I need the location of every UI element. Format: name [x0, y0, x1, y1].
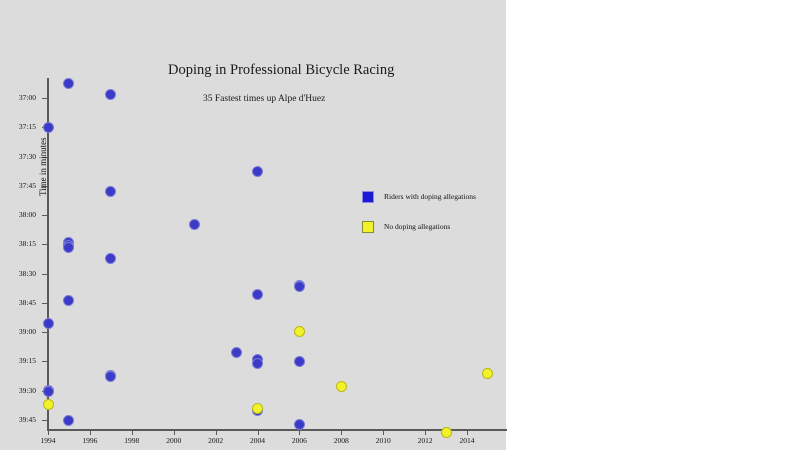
y-tick-mark: [42, 361, 48, 363]
legend-label-clean: No doping allegations: [384, 222, 451, 231]
x-tick-mark: [215, 430, 217, 435]
legend-swatch-doping-icon: [362, 191, 374, 203]
x-tick-mark: [383, 430, 385, 435]
y-tick-label: 39:30: [18, 385, 36, 395]
y-tick-mark: [42, 98, 48, 99]
data-point: [105, 371, 117, 383]
x-tick-mark: [467, 430, 468, 435]
data-point: [440, 427, 452, 439]
data-point: [63, 414, 75, 426]
data-point: [42, 121, 54, 133]
y-tick-label: 37:15: [18, 122, 36, 132]
x-tick-mark: [299, 430, 301, 435]
data-point: [293, 281, 305, 293]
y-axis-title: Time in minutes: [38, 137, 48, 196]
y-tick-mark: [42, 185, 48, 187]
y-tick-label: 38:30: [18, 268, 36, 278]
x-tick-label: 2014: [459, 436, 475, 445]
data-point: [42, 399, 54, 411]
data-point: [335, 380, 347, 392]
legend-label-doping: Riders with doping allegations: [384, 192, 476, 201]
data-point: [252, 166, 263, 178]
y-tick-label: 39:00: [18, 327, 36, 337]
x-tick-label: 2002: [208, 436, 224, 445]
x-tick-label: 2010: [375, 436, 391, 445]
data-point: [63, 242, 75, 254]
x-tick-label: 2004: [250, 436, 265, 445]
y-tick-mark: [42, 156, 48, 158]
y-tick-label: 38:15: [18, 239, 36, 249]
y-tick-label: 38:00: [18, 210, 36, 220]
data-point: [42, 386, 54, 398]
x-tick-mark: [425, 430, 427, 435]
data-point: [482, 367, 494, 379]
x-tick-label: 1994: [40, 436, 56, 445]
x-tick-label: 2008: [333, 436, 349, 445]
y-tick-label: 37:30: [18, 151, 36, 161]
data-point: [189, 218, 201, 230]
x-tick-mark: [173, 430, 175, 435]
x-tick-mark: [341, 430, 343, 435]
legend-swatch-clean-icon: [362, 221, 374, 233]
y-tick-mark: [42, 302, 48, 304]
data-point: [42, 318, 54, 330]
x-tick-mark: [89, 430, 91, 435]
x-tick-label: 1996: [82, 436, 98, 445]
y-tick-mark: [42, 244, 48, 246]
y-tick-label: 38:45: [18, 297, 36, 307]
data-point: [63, 295, 75, 307]
data-point: [105, 186, 117, 198]
y-tick-label: 39:45: [18, 415, 36, 424]
y-tick-mark: [42, 273, 48, 275]
x-tick-label: 2012: [417, 436, 433, 445]
data-point: [293, 419, 305, 431]
x-axis-line: [47, 429, 507, 431]
x-tick-label: 2006: [291, 436, 307, 445]
x-tick-mark: [257, 430, 259, 435]
data-point: [293, 355, 305, 367]
data-point: [293, 325, 305, 337]
x-tick-mark: [48, 430, 49, 435]
data-point: [252, 358, 263, 370]
y-tick-mark: [42, 332, 48, 334]
chart-subtitle: 35 Fastest times up Alpe d'Huez: [203, 94, 326, 104]
y-tick-mark: [42, 215, 48, 217]
data-point: [252, 289, 263, 301]
y-tick-label: 37:00: [18, 93, 36, 102]
y-axis-line: [47, 78, 49, 430]
x-tick-mark: [131, 430, 133, 435]
plot-background-panel: [0, 0, 506, 450]
x-tick-label: 2000: [166, 436, 182, 445]
data-point: [105, 252, 117, 264]
data-point: [63, 78, 75, 90]
y-tick-label: 39:15: [18, 356, 36, 366]
y-tick-label: 37:45: [18, 180, 36, 190]
chart-title: Doping in Professional Bicycle Racing: [168, 62, 395, 78]
y-tick-mark: [42, 420, 48, 421]
x-tick-label: 1998: [124, 436, 140, 445]
data-point: [105, 88, 117, 100]
data-point: [252, 402, 263, 414]
data-point: [231, 346, 243, 358]
